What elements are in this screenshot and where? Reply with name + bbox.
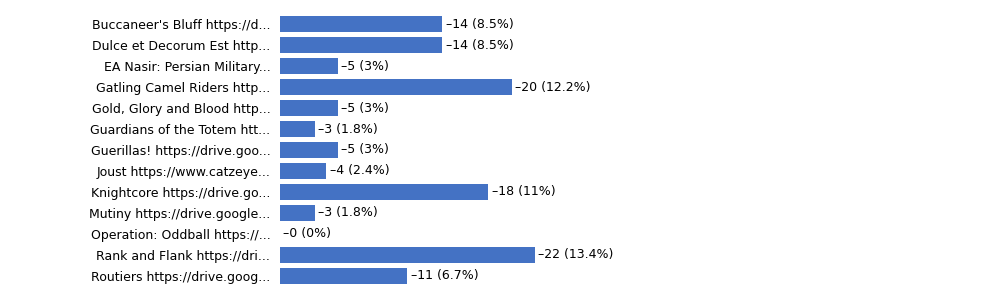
Bar	[280, 184, 488, 200]
Bar	[280, 79, 512, 95]
Text: –11 (6.7%): –11 (6.7%)	[411, 269, 478, 282]
Bar	[280, 247, 535, 263]
Bar	[280, 37, 442, 53]
Text: –3 (1.8%): –3 (1.8%)	[318, 206, 378, 219]
Bar	[280, 142, 338, 158]
Text: –3 (1.8%): –3 (1.8%)	[318, 122, 378, 136]
Bar	[280, 268, 407, 283]
Bar	[280, 58, 338, 74]
Bar	[280, 205, 315, 221]
Text: –20 (12.2%): –20 (12.2%)	[515, 81, 591, 94]
Text: –5 (3%): –5 (3%)	[341, 102, 389, 115]
Text: –18 (11%): –18 (11%)	[492, 185, 556, 198]
Text: –14 (8.5%): –14 (8.5%)	[446, 18, 513, 31]
Bar	[280, 163, 326, 179]
Text: –22 (13.4%): –22 (13.4%)	[538, 248, 614, 261]
Bar	[280, 100, 338, 116]
Text: –0 (0%): –0 (0%)	[283, 227, 331, 240]
Text: –14 (8.5%): –14 (8.5%)	[446, 39, 513, 52]
Text: –4 (2.4%): –4 (2.4%)	[330, 164, 389, 178]
Bar	[280, 121, 315, 137]
Text: –5 (3%): –5 (3%)	[341, 60, 389, 73]
Text: –5 (3%): –5 (3%)	[341, 143, 389, 157]
Bar	[280, 16, 442, 32]
